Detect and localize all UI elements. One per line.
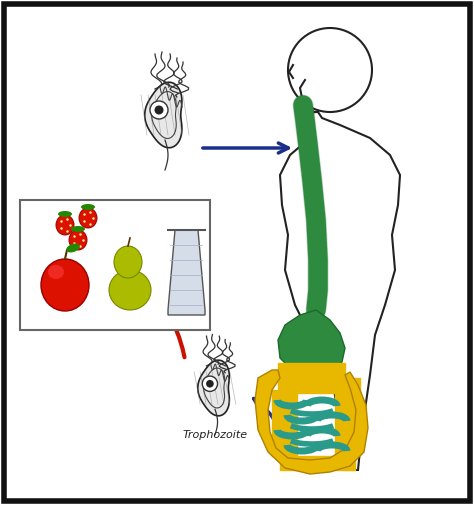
Polygon shape <box>168 230 205 315</box>
Circle shape <box>155 106 164 115</box>
Ellipse shape <box>56 215 74 235</box>
Polygon shape <box>145 82 182 148</box>
Ellipse shape <box>48 265 64 279</box>
Text: Trophozoite: Trophozoite <box>182 430 247 440</box>
Ellipse shape <box>69 230 87 250</box>
Bar <box>20 200 210 330</box>
Ellipse shape <box>81 204 95 210</box>
Ellipse shape <box>66 243 80 252</box>
Ellipse shape <box>41 259 89 311</box>
Ellipse shape <box>114 246 142 278</box>
Polygon shape <box>278 310 345 375</box>
Circle shape <box>288 28 372 112</box>
Circle shape <box>206 380 214 387</box>
Ellipse shape <box>58 211 72 217</box>
Circle shape <box>202 376 218 391</box>
Polygon shape <box>280 112 400 470</box>
Circle shape <box>150 101 168 119</box>
Polygon shape <box>198 360 229 416</box>
Ellipse shape <box>109 270 151 310</box>
Ellipse shape <box>71 226 85 232</box>
Ellipse shape <box>79 208 97 228</box>
Polygon shape <box>255 370 368 474</box>
